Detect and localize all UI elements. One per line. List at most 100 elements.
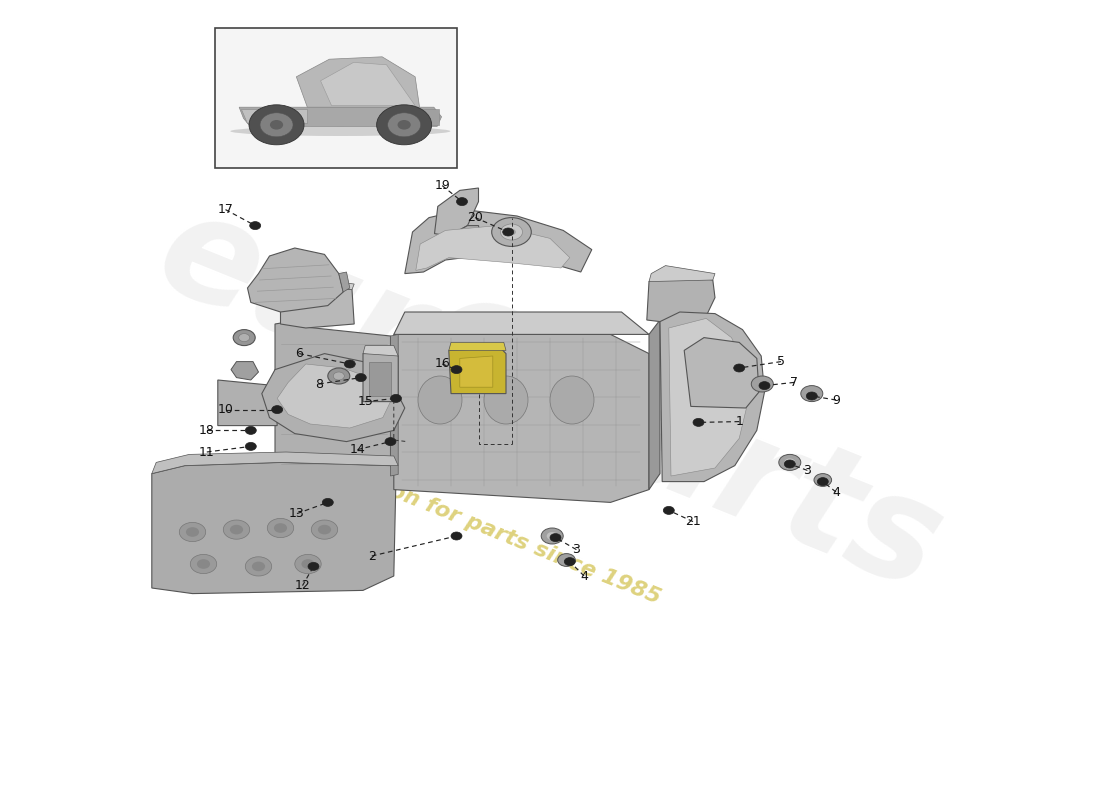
Circle shape <box>547 532 558 540</box>
Circle shape <box>252 562 265 571</box>
Circle shape <box>456 198 468 206</box>
Circle shape <box>322 498 333 506</box>
Circle shape <box>817 478 828 486</box>
Polygon shape <box>449 348 506 394</box>
Polygon shape <box>460 356 493 387</box>
Circle shape <box>759 382 770 390</box>
Text: 11: 11 <box>199 446 214 458</box>
Polygon shape <box>368 362 390 396</box>
Polygon shape <box>320 62 415 106</box>
Polygon shape <box>660 312 764 482</box>
Circle shape <box>784 460 795 468</box>
Circle shape <box>355 374 366 382</box>
Circle shape <box>295 554 321 574</box>
Circle shape <box>260 113 293 137</box>
Circle shape <box>267 518 294 538</box>
Circle shape <box>270 120 283 130</box>
Polygon shape <box>231 362 258 380</box>
Polygon shape <box>363 352 398 402</box>
Circle shape <box>245 557 272 576</box>
Circle shape <box>492 218 531 246</box>
Ellipse shape <box>418 376 462 424</box>
Polygon shape <box>239 107 441 126</box>
Polygon shape <box>280 280 354 328</box>
Circle shape <box>301 559 315 569</box>
Text: 14: 14 <box>350 443 365 456</box>
Circle shape <box>387 113 420 137</box>
Circle shape <box>541 528 563 544</box>
Polygon shape <box>241 109 307 123</box>
Circle shape <box>693 418 704 426</box>
Circle shape <box>806 392 817 400</box>
Polygon shape <box>649 266 715 282</box>
Circle shape <box>186 527 199 537</box>
Text: 12: 12 <box>295 579 310 592</box>
Circle shape <box>734 364 745 372</box>
Text: 4: 4 <box>832 486 840 498</box>
Polygon shape <box>218 380 277 426</box>
Circle shape <box>197 559 210 569</box>
Circle shape <box>239 334 250 342</box>
Circle shape <box>801 386 823 402</box>
Text: 4: 4 <box>580 570 588 582</box>
Polygon shape <box>277 364 390 428</box>
Circle shape <box>507 229 516 235</box>
Circle shape <box>814 474 832 486</box>
Polygon shape <box>405 210 592 274</box>
Circle shape <box>245 426 256 434</box>
Text: 16: 16 <box>434 358 450 370</box>
Circle shape <box>779 454 801 470</box>
Text: 8: 8 <box>315 378 323 390</box>
Circle shape <box>311 520 338 539</box>
Polygon shape <box>363 346 398 356</box>
Circle shape <box>663 506 674 514</box>
Circle shape <box>249 105 304 145</box>
Circle shape <box>223 520 250 539</box>
Circle shape <box>344 360 355 368</box>
Polygon shape <box>339 272 350 292</box>
Circle shape <box>784 458 795 466</box>
Polygon shape <box>416 226 570 270</box>
Text: 9: 9 <box>832 394 840 406</box>
Circle shape <box>250 222 261 230</box>
Text: 19: 19 <box>434 179 450 192</box>
Circle shape <box>190 554 217 574</box>
Polygon shape <box>417 109 439 125</box>
Circle shape <box>385 438 396 446</box>
Circle shape <box>451 366 462 374</box>
Polygon shape <box>647 272 715 324</box>
FancyBboxPatch shape <box>214 28 456 168</box>
Polygon shape <box>296 57 419 107</box>
Polygon shape <box>390 334 398 476</box>
Text: 7: 7 <box>790 376 799 389</box>
Circle shape <box>230 525 243 534</box>
Circle shape <box>390 394 402 402</box>
Circle shape <box>179 522 206 542</box>
Circle shape <box>274 523 287 533</box>
Text: 2: 2 <box>367 550 376 562</box>
Text: 13: 13 <box>289 507 305 520</box>
Text: 21: 21 <box>685 515 701 528</box>
Text: 10: 10 <box>218 403 233 416</box>
Circle shape <box>751 376 773 392</box>
Text: 3: 3 <box>803 464 812 477</box>
Polygon shape <box>275 320 390 482</box>
Polygon shape <box>152 462 396 594</box>
Circle shape <box>245 442 256 450</box>
Circle shape <box>500 224 522 240</box>
Text: eurOparts: eurOparts <box>139 179 961 621</box>
Ellipse shape <box>550 376 594 424</box>
Text: 1: 1 <box>735 415 744 428</box>
Text: 17: 17 <box>218 203 233 216</box>
Polygon shape <box>684 338 759 408</box>
Text: 15: 15 <box>358 395 373 408</box>
Circle shape <box>233 330 255 346</box>
Circle shape <box>451 532 462 540</box>
Circle shape <box>333 372 344 380</box>
Circle shape <box>318 525 331 534</box>
Text: a passion for parts since 1985: a passion for parts since 1985 <box>305 448 663 608</box>
Polygon shape <box>669 318 748 476</box>
Text: 3: 3 <box>572 543 581 556</box>
Polygon shape <box>394 334 649 502</box>
Text: 18: 18 <box>199 424 214 437</box>
